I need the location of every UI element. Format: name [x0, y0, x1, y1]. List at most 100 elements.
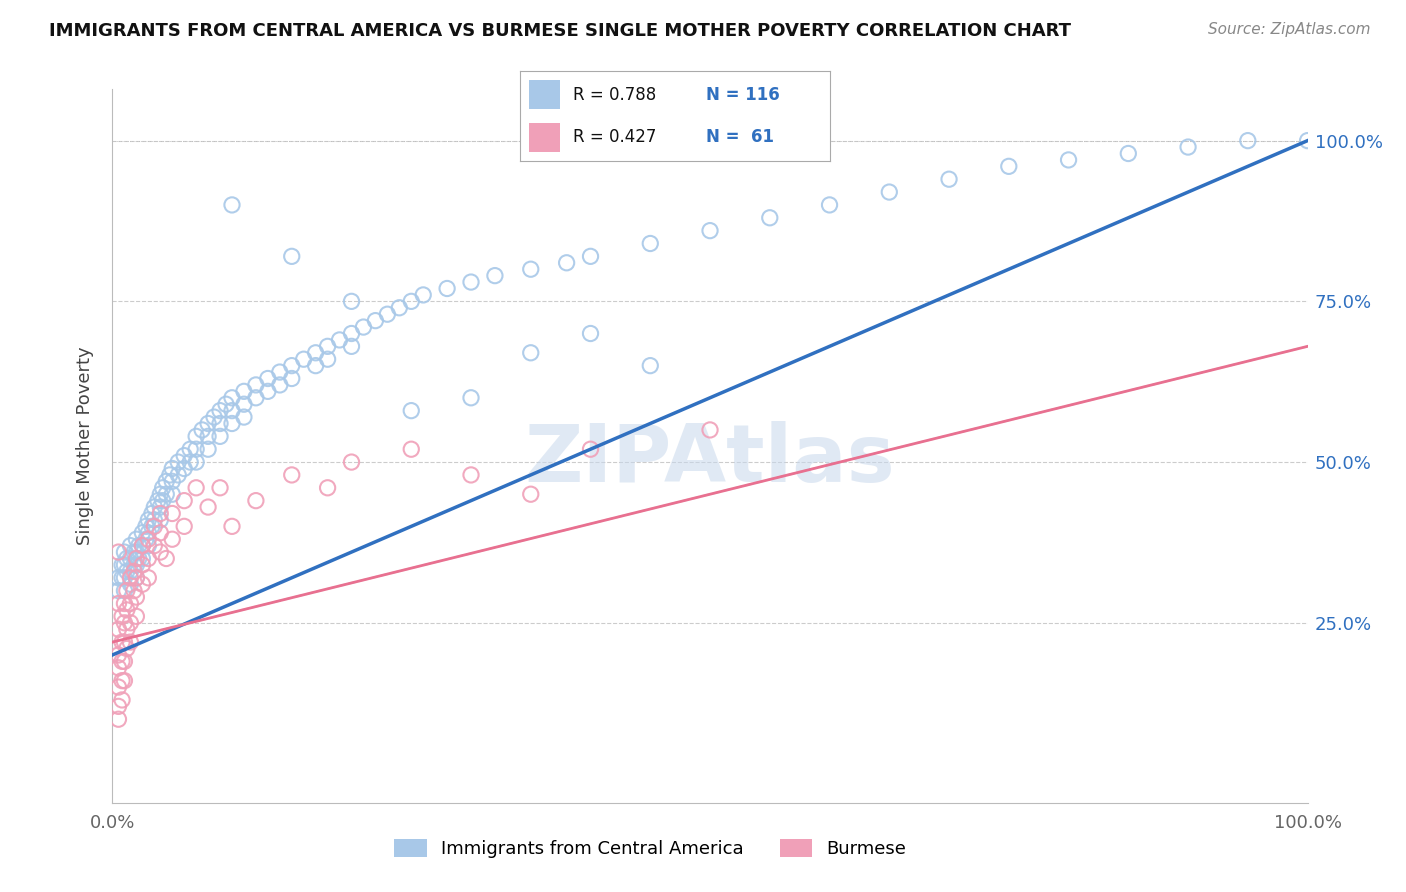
Point: [122, 565, 145, 579]
Point: [233, 384, 256, 399]
Point: [221, 198, 243, 212]
Point: [316, 339, 339, 353]
Text: R = 0.427: R = 0.427: [572, 128, 657, 146]
Point: [209, 481, 232, 495]
Point: [125, 590, 148, 604]
Point: [412, 288, 434, 302]
Point: [162, 461, 183, 475]
Point: [281, 467, 304, 482]
Point: [173, 449, 195, 463]
Point: [173, 461, 195, 475]
Point: [1177, 140, 1199, 154]
Point: [107, 699, 129, 714]
Point: [197, 429, 219, 443]
Point: [125, 571, 148, 585]
Point: [221, 417, 243, 431]
Point: [938, 172, 960, 186]
Point: [107, 545, 129, 559]
Point: [107, 571, 129, 585]
Point: [138, 539, 160, 553]
Bar: [530, 123, 561, 152]
Point: [138, 525, 160, 540]
Point: [221, 391, 243, 405]
Point: [114, 571, 135, 585]
Point: [120, 551, 142, 566]
Point: [209, 417, 232, 431]
Point: [329, 333, 352, 347]
Point: [879, 185, 901, 199]
Point: [149, 507, 172, 521]
Text: IMMIGRANTS FROM CENTRAL AMERICA VS BURMESE SINGLE MOTHER POVERTY CORRELATION CHA: IMMIGRANTS FROM CENTRAL AMERICA VS BURME…: [49, 22, 1071, 40]
Point: [135, 519, 157, 533]
Point: [555, 256, 578, 270]
Point: [125, 551, 148, 566]
Point: [401, 403, 423, 417]
Point: [143, 539, 166, 553]
Point: [107, 622, 129, 636]
Point: [115, 583, 138, 598]
Bar: [530, 80, 561, 109]
Text: ZIPAtlas: ZIPAtlas: [524, 421, 896, 500]
Point: [640, 359, 662, 373]
Point: [186, 455, 208, 469]
Point: [162, 487, 183, 501]
Point: [111, 558, 134, 572]
Point: [221, 403, 243, 417]
Point: [281, 249, 304, 263]
Point: [818, 198, 841, 212]
Point: [233, 410, 256, 425]
Point: [215, 397, 238, 411]
Text: Source: ZipAtlas.com: Source: ZipAtlas.com: [1208, 22, 1371, 37]
Point: [114, 558, 135, 572]
Point: [699, 224, 721, 238]
Point: [149, 545, 172, 559]
Point: [111, 571, 134, 585]
Point: [436, 281, 458, 295]
Point: [186, 442, 208, 457]
Point: [269, 378, 291, 392]
Point: [149, 513, 172, 527]
Point: [128, 551, 150, 566]
Point: [179, 455, 201, 469]
Point: [162, 507, 183, 521]
Point: [352, 320, 374, 334]
Point: [340, 326, 363, 341]
Point: [120, 539, 142, 553]
Point: [167, 467, 190, 482]
Point: [401, 442, 423, 457]
Point: [138, 551, 160, 566]
Point: [460, 467, 482, 482]
Point: [115, 622, 138, 636]
Point: [115, 551, 138, 566]
Point: [138, 513, 160, 527]
Point: [460, 391, 482, 405]
Point: [292, 352, 315, 367]
Point: [128, 539, 150, 553]
Point: [269, 365, 291, 379]
Point: [186, 429, 208, 443]
Point: [162, 475, 183, 489]
Text: N =  61: N = 61: [706, 128, 773, 146]
Point: [159, 467, 181, 482]
Point: [233, 397, 256, 411]
Point: [281, 359, 304, 373]
Point: [111, 635, 134, 649]
Point: [114, 654, 135, 668]
Point: [114, 583, 135, 598]
Point: [155, 551, 177, 566]
Point: [131, 558, 153, 572]
Point: [125, 533, 148, 547]
Point: [149, 487, 172, 501]
Point: [484, 268, 506, 283]
Point: [143, 519, 166, 533]
Point: [281, 371, 304, 385]
Point: [173, 519, 195, 533]
Point: [257, 371, 280, 385]
Point: [122, 558, 145, 572]
Point: [998, 159, 1021, 173]
Point: [131, 551, 153, 566]
Point: [152, 493, 174, 508]
Point: [138, 533, 160, 547]
Point: [245, 391, 267, 405]
Point: [1057, 153, 1080, 167]
